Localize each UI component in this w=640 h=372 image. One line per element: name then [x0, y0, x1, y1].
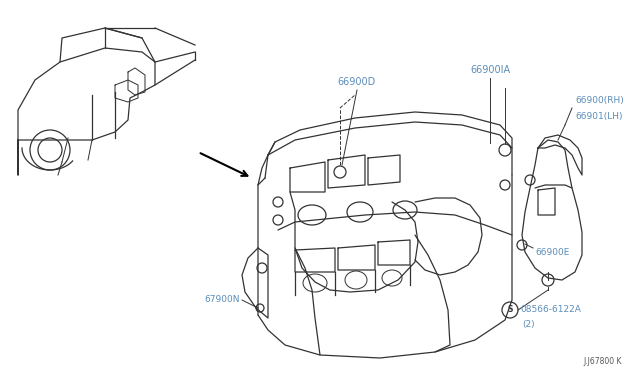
Text: 66900(RH): 66900(RH)	[575, 96, 624, 105]
Text: 66900E: 66900E	[535, 247, 570, 257]
Text: 67900N: 67900N	[205, 295, 240, 305]
Text: S: S	[508, 305, 513, 314]
Text: 66900D: 66900D	[338, 77, 376, 87]
Text: 66900IA: 66900IA	[470, 65, 510, 75]
Text: 08566-6122A: 08566-6122A	[520, 305, 581, 314]
Text: (2): (2)	[522, 321, 534, 330]
Text: J.J67800 K: J.J67800 K	[584, 357, 622, 366]
Text: 66901(LH): 66901(LH)	[575, 112, 623, 121]
